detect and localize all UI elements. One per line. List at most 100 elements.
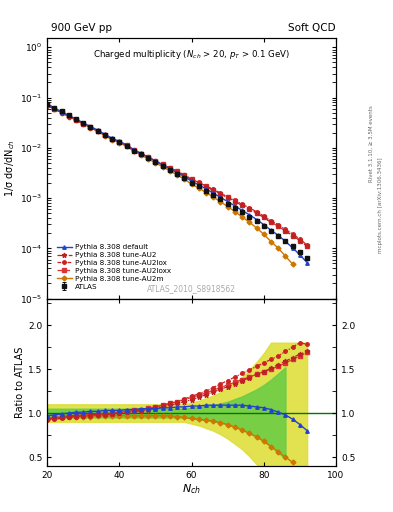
Pythia 8.308 tune-AU2	[240, 202, 244, 208]
Pythia 8.308 tune-AU2	[211, 187, 216, 194]
Pythia 8.308 tune-AU2m	[66, 114, 71, 120]
Y-axis label: Ratio to ATLAS: Ratio to ATLAS	[15, 347, 25, 418]
Text: Charged multiplicity ($N_{ch}$ > 20, $p_T$ > 0.1 GeV): Charged multiplicity ($N_{ch}$ > 20, $p_…	[93, 48, 290, 60]
Pythia 8.308 default	[139, 150, 143, 156]
Pythia 8.308 tune-AU2	[254, 210, 259, 216]
Pythia 8.308 tune-AU2loxx	[189, 176, 194, 182]
Pythia 8.308 tune-AU2	[74, 117, 79, 123]
Pythia 8.308 tune-AU2lox	[117, 139, 122, 145]
Pythia 8.308 tune-AU2loxx	[233, 198, 237, 204]
Pythia 8.308 tune-AU2m	[204, 189, 208, 196]
Pythia 8.308 tune-AU2lox	[139, 151, 143, 157]
Pythia 8.308 tune-AU2lox	[218, 190, 223, 196]
Pythia 8.308 tune-AU2loxx	[110, 136, 114, 142]
Line: Pythia 8.308 tune-AU2m: Pythia 8.308 tune-AU2m	[46, 103, 294, 266]
Pythia 8.308 tune-AU2m	[124, 143, 129, 150]
Pythia 8.308 tune-AU2loxx	[290, 233, 295, 239]
Pythia 8.308 tune-AU2loxx	[305, 243, 310, 249]
Pythia 8.308 default	[74, 116, 79, 122]
Pythia 8.308 tune-AU2loxx	[240, 202, 244, 208]
Pythia 8.308 tune-AU2m	[189, 181, 194, 187]
Pythia 8.308 tune-AU2lox	[153, 158, 158, 164]
Pythia 8.308 tune-AU2loxx	[167, 165, 172, 171]
Pythia 8.308 tune-AU2lox	[124, 142, 129, 148]
Pythia 8.308 tune-AU2loxx	[269, 219, 274, 225]
Pythia 8.308 tune-AU2m	[146, 156, 151, 162]
Pythia 8.308 tune-AU2loxx	[146, 154, 151, 160]
Pythia 8.308 tune-AU2m	[276, 245, 281, 251]
Pythia 8.308 tune-AU2lox	[182, 172, 187, 178]
Pythia 8.308 tune-AU2lox	[225, 194, 230, 200]
Pythia 8.308 tune-AU2	[52, 106, 57, 112]
Text: mcplots.cern.ch [arXiv:1306.3436]: mcplots.cern.ch [arXiv:1306.3436]	[378, 157, 383, 252]
Pythia 8.308 tune-AU2loxx	[160, 161, 165, 167]
Pythia 8.308 tune-AU2loxx	[298, 238, 302, 244]
Pythia 8.308 tune-AU2lox	[74, 117, 79, 123]
Pythia 8.308 tune-AU2loxx	[95, 127, 100, 134]
Pythia 8.308 tune-AU2m	[261, 231, 266, 238]
Pythia 8.308 tune-AU2lox	[52, 106, 57, 112]
Pythia 8.308 tune-AU2loxx	[45, 102, 50, 108]
Pythia 8.308 tune-AU2	[139, 151, 143, 157]
Pythia 8.308 default	[261, 222, 266, 228]
Pythia 8.308 tune-AU2	[298, 238, 302, 244]
Pythia 8.308 tune-AU2lox	[81, 121, 86, 127]
Pythia 8.308 tune-AU2lox	[160, 161, 165, 167]
Pythia 8.308 default	[204, 186, 208, 192]
Pythia 8.308 tune-AU2m	[59, 110, 64, 116]
Pythia 8.308 tune-AU2loxx	[247, 206, 252, 212]
Pythia 8.308 tune-AU2	[247, 206, 252, 212]
Line: Pythia 8.308 default: Pythia 8.308 default	[46, 103, 309, 264]
Pythia 8.308 tune-AU2loxx	[52, 105, 57, 112]
Pythia 8.308 tune-AU2	[175, 169, 180, 175]
Pythia 8.308 default	[160, 162, 165, 168]
Pythia 8.308 default	[66, 112, 71, 118]
Pythia 8.308 tune-AU2loxx	[276, 223, 281, 229]
Pythia 8.308 tune-AU2loxx	[74, 117, 79, 123]
Pythia 8.308 default	[276, 232, 281, 239]
Pythia 8.308 tune-AU2loxx	[283, 228, 288, 234]
Pythia 8.308 tune-AU2m	[103, 133, 107, 139]
Pythia 8.308 tune-AU2loxx	[153, 158, 158, 164]
Pythia 8.308 tune-AU2loxx	[261, 215, 266, 221]
Pythia 8.308 tune-AU2m	[160, 164, 165, 170]
Pythia 8.308 tune-AU2loxx	[225, 195, 230, 201]
Text: 900 GeV pp: 900 GeV pp	[51, 23, 112, 33]
Pythia 8.308 tune-AU2lox	[298, 236, 302, 242]
Pythia 8.308 tune-AU2m	[283, 253, 288, 259]
Pythia 8.308 tune-AU2m	[88, 125, 93, 131]
Pythia 8.308 tune-AU2m	[175, 172, 180, 178]
Pythia 8.308 tune-AU2m	[117, 140, 122, 146]
Pythia 8.308 tune-AU2	[233, 199, 237, 205]
Pythia 8.308 tune-AU2	[261, 215, 266, 221]
Pythia 8.308 tune-AU2lox	[132, 147, 136, 153]
Line: Pythia 8.308 tune-AU2lox: Pythia 8.308 tune-AU2lox	[46, 104, 309, 247]
Pythia 8.308 default	[117, 138, 122, 144]
Pythia 8.308 tune-AU2lox	[88, 124, 93, 131]
Pythia 8.308 tune-AU2m	[240, 214, 244, 220]
Pythia 8.308 tune-AU2loxx	[117, 139, 122, 145]
Pythia 8.308 tune-AU2	[132, 147, 136, 153]
Pythia 8.308 tune-AU2lox	[167, 165, 172, 171]
Pythia 8.308 tune-AU2	[225, 195, 230, 201]
Pythia 8.308 tune-AU2lox	[204, 183, 208, 189]
Pythia 8.308 tune-AU2m	[218, 199, 223, 205]
Pythia 8.308 tune-AU2loxx	[81, 120, 86, 126]
Line: Pythia 8.308 tune-AU2: Pythia 8.308 tune-AU2	[45, 103, 310, 249]
Pythia 8.308 tune-AU2m	[153, 160, 158, 166]
Pythia 8.308 tune-AU2	[117, 139, 122, 145]
Text: ATLAS_2010_S8918562: ATLAS_2010_S8918562	[147, 285, 236, 293]
Legend: Pythia 8.308 default, Pythia 8.308 tune-AU2, Pythia 8.308 tune-AU2lox, Pythia 8.: Pythia 8.308 default, Pythia 8.308 tune-…	[54, 241, 174, 292]
Pythia 8.308 default	[45, 101, 50, 108]
Pythia 8.308 default	[146, 154, 151, 160]
Pythia 8.308 default	[240, 207, 244, 214]
Pythia 8.308 default	[95, 127, 100, 133]
Pythia 8.308 tune-AU2loxx	[66, 113, 71, 119]
Pythia 8.308 default	[175, 169, 180, 176]
Pythia 8.308 default	[182, 174, 187, 180]
Pythia 8.308 tune-AU2lox	[59, 110, 64, 116]
Pythia 8.308 tune-AU2loxx	[139, 151, 143, 157]
Pythia 8.308 tune-AU2lox	[45, 102, 50, 109]
Pythia 8.308 default	[254, 217, 259, 223]
Y-axis label: 1/σ dσ/dN$_{ch}$: 1/σ dσ/dN$_{ch}$	[3, 140, 17, 197]
